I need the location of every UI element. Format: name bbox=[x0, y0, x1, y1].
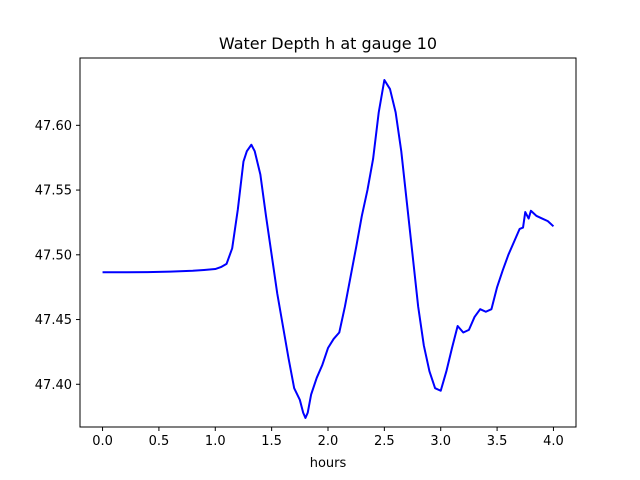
x-tick-label: 3.0 bbox=[430, 434, 451, 449]
x-tick-label: 2.5 bbox=[374, 434, 395, 449]
chart-title: Water Depth h at gauge 10 bbox=[219, 34, 437, 53]
y-tick-label: 47.45 bbox=[35, 313, 72, 328]
y-tick-label: 47.60 bbox=[35, 119, 72, 134]
x-tick-label: 2.0 bbox=[318, 434, 339, 449]
x-tick-label: 3.5 bbox=[487, 434, 508, 449]
y-tick-label: 47.50 bbox=[35, 248, 72, 263]
y-tick-label: 47.40 bbox=[35, 378, 72, 393]
x-tick-label: 1.0 bbox=[205, 434, 226, 449]
plot-area: 0.0 0.5 1.0 1.5 2.0 2.5 3.0 3.5 4.0 47.40 47.45 47.… bbox=[35, 57, 577, 449]
x-tick-label: 0.5 bbox=[149, 434, 170, 449]
x-tick-label: 0.0 bbox=[92, 434, 113, 449]
x-axis-label: hours bbox=[310, 456, 347, 471]
series-line-0 bbox=[102, 79, 555, 419]
x-tick-label: 1.5 bbox=[261, 434, 282, 449]
x-tick-label: 4.0 bbox=[543, 434, 564, 449]
y-tick-label: 47.55 bbox=[35, 184, 72, 199]
